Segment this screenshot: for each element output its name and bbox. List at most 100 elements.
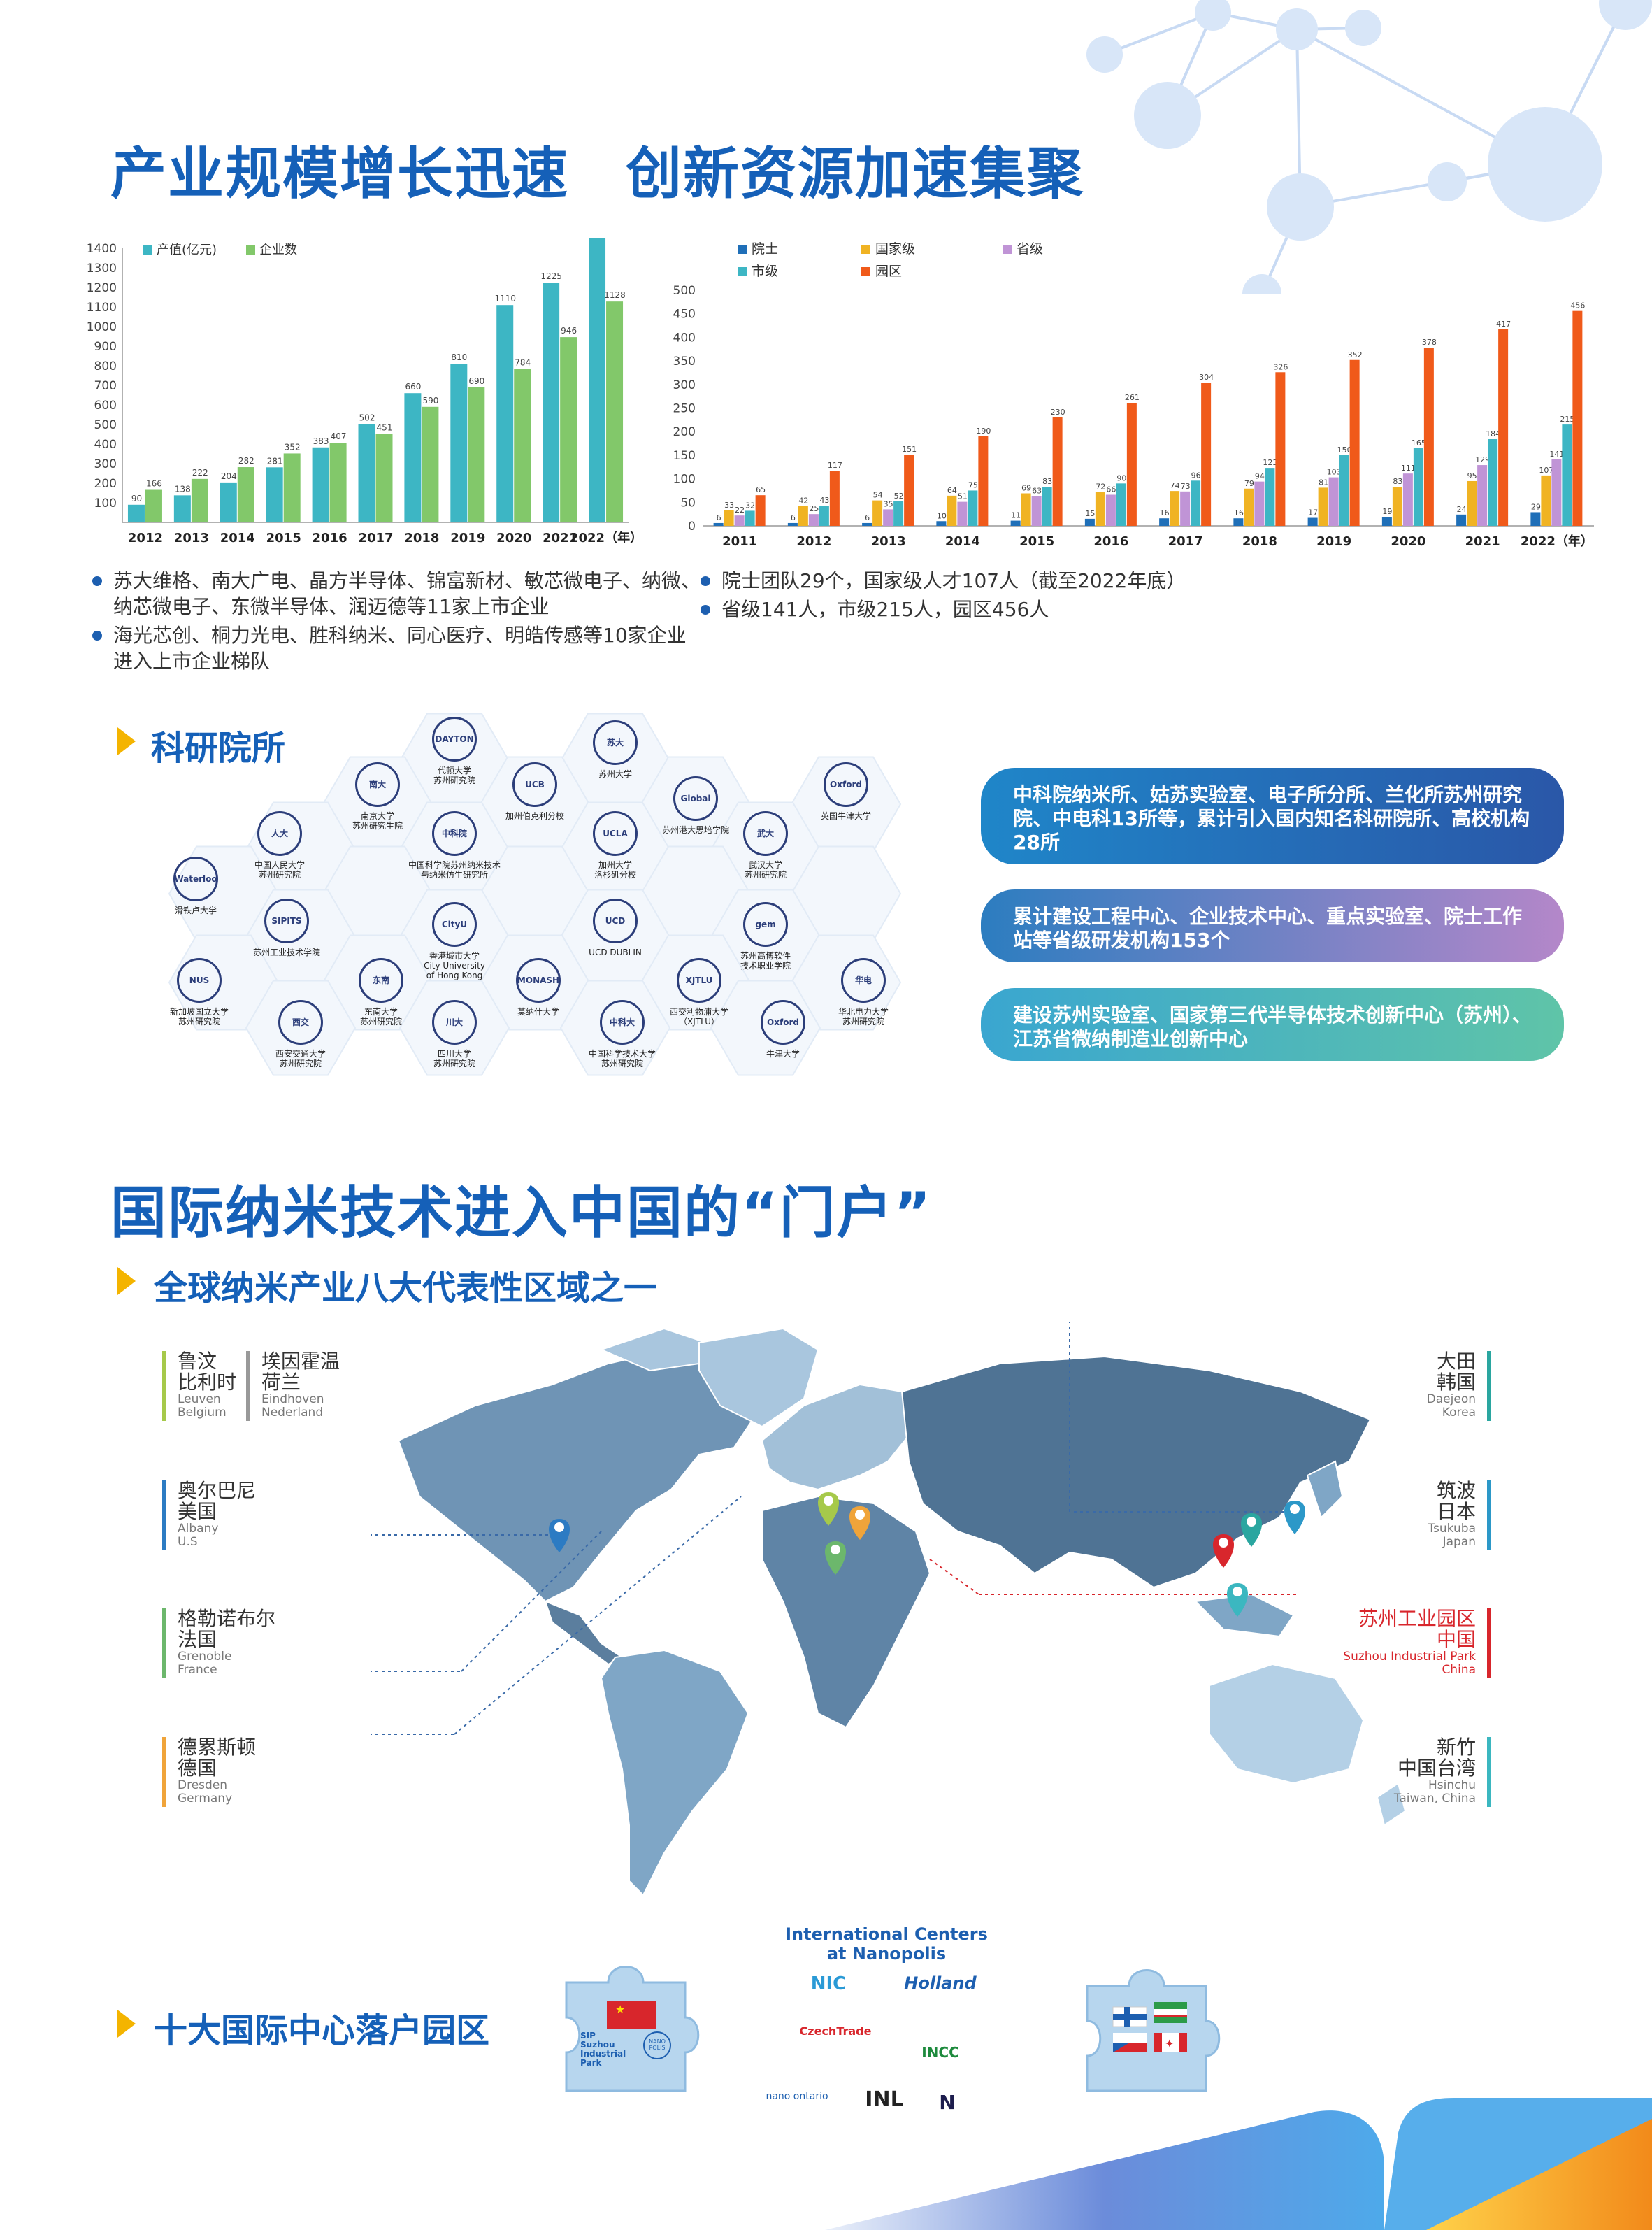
region-country: 比利时 <box>178 1371 237 1394</box>
bullet-academicians: 院士团队29个，国家级人才107人（截至2022年底） <box>698 568 1467 594</box>
data-label: 204 <box>221 471 237 481</box>
bar <box>1456 514 1467 526</box>
bar <box>1562 424 1572 526</box>
data-label: 90 <box>1116 473 1126 483</box>
center-logo-holland: Holland <box>904 1973 977 1993</box>
bar <box>808 514 819 526</box>
data-label: 383 <box>313 436 329 446</box>
legend-swatch <box>738 267 747 276</box>
institution-logo-icon: UCLA <box>593 811 638 856</box>
y-tick-label: 1100 <box>87 301 117 315</box>
ribbon-decoration <box>825 2098 1652 2230</box>
bar <box>893 501 904 526</box>
region-bar <box>162 1737 166 1807</box>
bar <box>329 443 347 522</box>
institution-name: 代顿大学 苏州研究院 <box>433 766 475 785</box>
data-label: 107 <box>1539 466 1553 475</box>
x-tick-label: 2013 <box>174 531 209 545</box>
y-tick-label: 1000 <box>87 320 117 334</box>
bar <box>1572 310 1583 526</box>
triangle-icon <box>117 727 136 755</box>
institution-item: 中科院 中国科学院苏州纳米技术 与纳米仿生研究所 <box>405 811 503 880</box>
bar <box>862 522 872 526</box>
region-hsinchu: 新竹 中国台湾 Hsinchu Taiwan, China <box>1393 1737 1491 1807</box>
region-bar <box>162 1608 166 1678</box>
x-tick-label: 2016 <box>313 531 347 545</box>
y-tick-label: 800 <box>94 359 117 373</box>
y-tick-label: 200 <box>94 477 117 491</box>
region-name-en: Hsinchu <box>1428 1778 1476 1792</box>
region-country-en: China <box>1442 1663 1476 1677</box>
data-label: 810 <box>451 352 467 362</box>
data-label: 17 <box>1308 508 1318 517</box>
region-country-en: France <box>178 1663 217 1677</box>
region-country: 美国 <box>178 1500 217 1523</box>
institution-item: 华电 华北电力大学 苏州研究院 <box>814 958 912 1027</box>
region-name-en: Tsukuba <box>1428 1522 1476 1536</box>
legend-swatch <box>861 267 870 276</box>
y-tick-label: 400 <box>94 438 117 452</box>
region-name-en: Eindhoven <box>261 1392 324 1406</box>
bar <box>173 495 191 522</box>
institution-name: 东南大学 苏州研究院 <box>359 1007 402 1027</box>
data-label: 784 <box>515 357 531 367</box>
data-label: 74 <box>1170 481 1180 490</box>
x-tick-label: 2018 <box>1242 534 1277 549</box>
institution-logo-icon: Waterloo <box>173 857 218 901</box>
data-label: 51 <box>958 492 968 501</box>
legend-label: 企业数 <box>259 243 297 257</box>
y-tick-label: 500 <box>94 418 117 432</box>
region-bar <box>1487 1480 1491 1550</box>
region-country-en: Korea <box>1442 1406 1476 1420</box>
region-albany: 奥尔巴尼 美国 Albany U.S <box>162 1480 256 1550</box>
y-tick-label: 150 <box>673 449 696 463</box>
center-logo-incc: INCC <box>921 2044 959 2061</box>
x-tick-label: 2020 <box>1391 534 1425 549</box>
bar <box>283 453 301 522</box>
y-tick-label: 250 <box>673 402 696 416</box>
y-tick-label: 400 <box>673 331 696 345</box>
institution-name: 西交利物浦大学 （XJTLU） <box>669 1007 728 1027</box>
institution-name: 苏州工业技术学院 <box>252 948 320 957</box>
bar <box>968 490 978 526</box>
data-label: 24 <box>1457 505 1467 514</box>
data-label: 141 <box>1549 450 1564 459</box>
y-tick-label: 300 <box>673 378 696 392</box>
bar <box>1381 517 1392 526</box>
bar <box>904 455 914 526</box>
data-label: 456 <box>1570 301 1585 310</box>
puzzle-piece-flags: ✦ <box>1086 1969 1221 2092</box>
institution-name: 新加坡国立大学 苏州研究院 <box>169 1007 229 1027</box>
data-label: 184 <box>1486 429 1500 438</box>
region-country: 中国台湾 <box>1397 1757 1476 1780</box>
y-tick-label: 350 <box>673 355 696 369</box>
region-country-en: Taiwan, China <box>1393 1792 1476 1806</box>
y-tick-label: 1300 <box>87 262 117 276</box>
institution-name: 苏州港大思培学院 <box>661 825 729 835</box>
center-logo-nano-ontario: nano ontario <box>766 2091 828 2102</box>
data-label: 72 <box>1096 482 1105 491</box>
region-name: 苏州工业园区 <box>1358 1607 1476 1630</box>
region-suzhou: 苏州工业园区 中国 Suzhou Industrial Park China <box>1343 1607 1491 1678</box>
y-tick-label: 900 <box>94 340 117 354</box>
institution-item: Waterloo 滑铁卢大学 <box>147 857 245 915</box>
bar <box>745 510 755 526</box>
bar <box>1339 455 1349 526</box>
data-label: 407 <box>331 431 347 441</box>
bar <box>798 506 808 526</box>
bar <box>589 238 606 522</box>
info-box-innovation-centers: 建设苏州实验室、国家第三代半导体技术创新中心（苏州）、江苏省微纳制造业创新中心 <box>981 988 1564 1061</box>
bullet-listed-companies: 苏大维格、南大广电、晶方半导体、锦富新材、敏芯微电子、纳微、纳芯微电子、东微半导… <box>89 568 705 620</box>
data-label: 151 <box>902 445 917 454</box>
region-eindhoven: 埃因霍温 荷兰 Eindhoven Nederland <box>246 1351 340 1421</box>
institution-logo-icon: 苏大 <box>593 720 638 765</box>
region-name-en: Grenoble <box>178 1650 232 1664</box>
data-label: 90 <box>131 494 142 503</box>
region-bar <box>246 1351 250 1421</box>
bar <box>145 489 162 522</box>
bar <box>787 522 798 526</box>
region-dresden: 德累斯顿 德国 Dresden Germany <box>162 1737 256 1807</box>
x-tick-label: 2019 <box>450 531 485 545</box>
institution-name: 武汉大学 苏州研究院 <box>744 860 787 880</box>
data-label: 1128 <box>604 290 626 300</box>
